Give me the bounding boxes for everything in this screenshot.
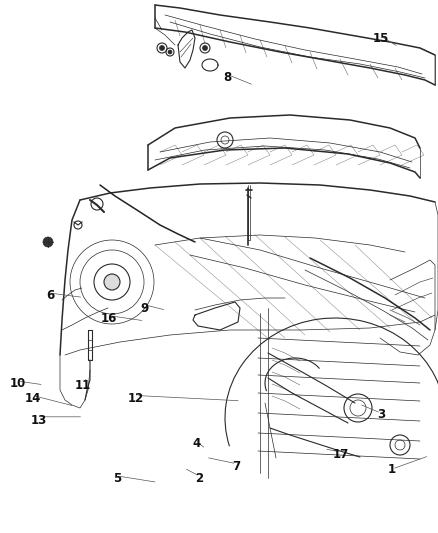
Text: 13: 13: [30, 414, 47, 426]
Text: 11: 11: [75, 379, 92, 392]
Text: 6: 6: [46, 289, 54, 302]
Text: 16: 16: [100, 312, 117, 325]
Text: 7: 7: [233, 460, 240, 473]
Text: 14: 14: [25, 392, 41, 405]
Text: 17: 17: [332, 448, 349, 461]
Circle shape: [159, 45, 165, 51]
Text: 3: 3: [377, 408, 385, 421]
Text: 4: 4: [192, 438, 200, 450]
Circle shape: [104, 274, 120, 290]
Text: 15: 15: [373, 32, 389, 45]
Text: 5: 5: [113, 472, 121, 485]
Text: 8: 8: [224, 71, 232, 84]
Text: 2: 2: [195, 472, 203, 485]
Text: 10: 10: [9, 377, 26, 390]
Circle shape: [202, 45, 208, 51]
Circle shape: [43, 237, 53, 247]
Circle shape: [168, 50, 172, 54]
Text: 9: 9: [141, 302, 148, 314]
Text: 12: 12: [127, 392, 144, 405]
Text: 1: 1: [388, 463, 396, 475]
